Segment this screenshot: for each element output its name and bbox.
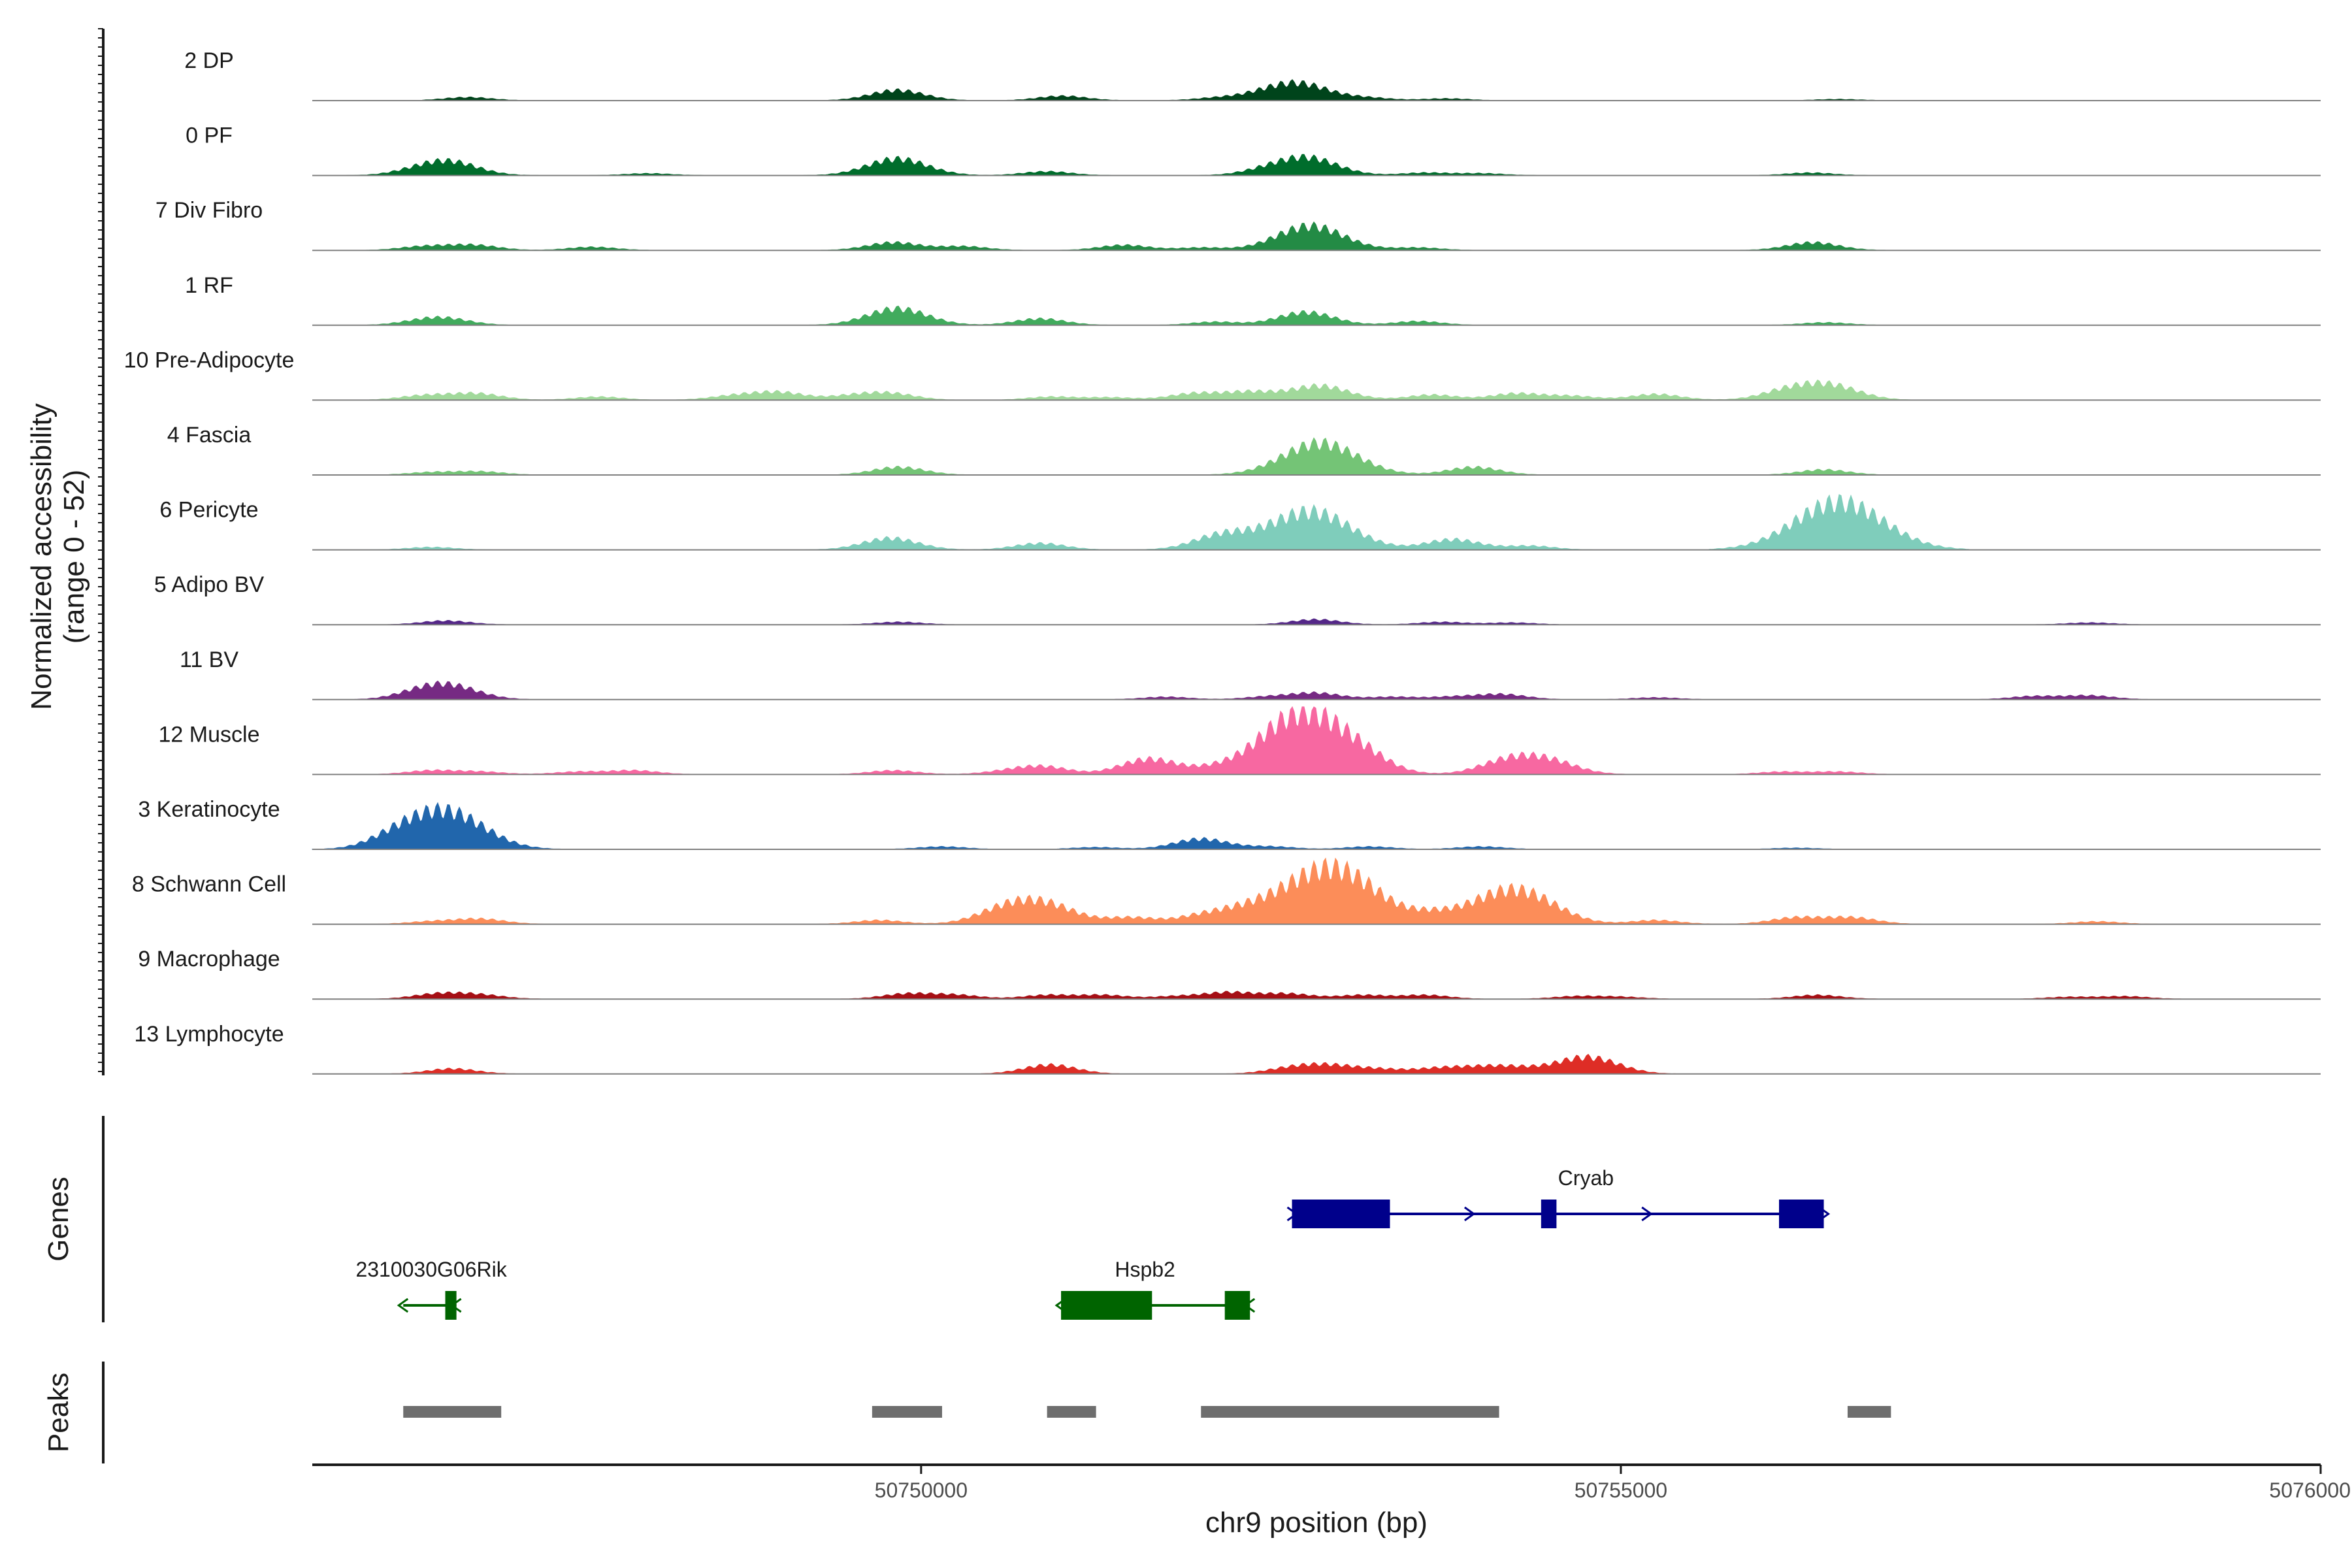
track-label: 10 Pre-Adipocyte xyxy=(124,348,295,372)
x-axis-title: chr9 position (bp) xyxy=(1205,1507,1428,1539)
gene-exon xyxy=(1061,1291,1152,1320)
track-label: 8 Schwann Cell xyxy=(132,872,286,897)
y-axis-title-line2: (range 0 - 52) xyxy=(58,470,90,644)
coverage-area xyxy=(312,802,2321,850)
peak-region xyxy=(872,1406,942,1418)
track-7-div-fibro: 7 Div Fibro xyxy=(155,198,2321,252)
gene-2310030g06rik: 2310030G06Rik xyxy=(355,1258,508,1320)
track-5-adipo-bv: 5 Adipo BV xyxy=(154,572,2321,626)
coverage-area xyxy=(312,1054,2321,1075)
gene-exon xyxy=(1778,1200,1824,1228)
track-label: 1 RF xyxy=(185,273,233,298)
strand-arrow xyxy=(1286,1206,1299,1222)
coverage-area xyxy=(312,305,2321,326)
coverage-area xyxy=(312,706,2321,775)
strand-arrow xyxy=(1243,1298,1256,1313)
peak-region xyxy=(1047,1406,1096,1418)
coverage-area xyxy=(312,494,2321,551)
genes-panel-label: Genes xyxy=(42,1177,74,1262)
coverage-area xyxy=(312,379,2321,400)
coverage-area xyxy=(312,437,2321,476)
track-1-rf: 1 RF xyxy=(185,273,2321,326)
track-label: 13 Lymphocyte xyxy=(134,1022,284,1047)
strand-arrow xyxy=(1463,1206,1476,1222)
coverage-area xyxy=(312,857,2321,925)
peaks-panel: Peaks xyxy=(42,1362,1891,1463)
genes-panel: Genes Cryab 2310030G06Rik Hspb2 xyxy=(42,1116,1831,1322)
track-2-dp: 2 DP xyxy=(184,48,2321,101)
peak-region xyxy=(403,1406,502,1418)
coverage-tracks: 2 DP 0 PF 7 Div Fibro 1 RF 10 Pre-Adipocyte 4… xyxy=(124,48,2321,1075)
track-3-keratinocyte: 3 Keratinocyte xyxy=(138,797,2321,850)
strand-arrow xyxy=(397,1298,409,1313)
track-0-pf: 0 PF xyxy=(186,123,2321,176)
x-tick-label: 50750000 xyxy=(875,1478,968,1502)
strand-arrow xyxy=(1818,1206,1831,1222)
track-label: 4 Fascia xyxy=(167,423,252,448)
gene-label: Hspb2 xyxy=(1115,1258,1175,1281)
peak-region xyxy=(1847,1406,1891,1418)
track-13-lymphocyte: 13 Lymphocyte xyxy=(134,1022,2321,1075)
track-6-pericyte: 6 Pericyte xyxy=(159,494,2321,551)
track-label: 7 Div Fibro xyxy=(155,198,263,223)
x-tick-label: 50755000 xyxy=(1575,1478,1667,1502)
track-label: 2 DP xyxy=(184,48,234,73)
track-label: 9 Macrophage xyxy=(138,947,280,972)
strand-arrow xyxy=(1641,1206,1653,1222)
peaks-panel-label: Peaks xyxy=(42,1373,74,1452)
track-4-fascia: 4 Fascia xyxy=(167,423,2321,476)
gene-cryab: Cryab xyxy=(1286,1166,1831,1228)
track-label: 11 BV xyxy=(180,647,238,672)
gene-label: 2310030G06Rik xyxy=(355,1258,507,1281)
track-label: 6 Pericyte xyxy=(159,498,258,523)
gene-hspb2: Hspb2 xyxy=(1054,1258,1256,1320)
coverage-area xyxy=(312,79,2321,101)
coverage-area xyxy=(312,680,2321,700)
x-tick-label: 5076000 xyxy=(2269,1478,2351,1502)
gene-exon xyxy=(1541,1200,1557,1228)
coverage-area xyxy=(312,618,2321,625)
track-8-schwann-cell: 8 Schwann Cell xyxy=(132,857,2321,925)
gene-label: Cryab xyxy=(1558,1166,1614,1190)
y-axis-ruler xyxy=(98,28,105,1075)
coverage-area xyxy=(312,221,2321,251)
peak-region xyxy=(1201,1406,1499,1418)
gene-exon xyxy=(1292,1200,1390,1228)
track-label: 12 Muscle xyxy=(159,722,260,747)
track-label: 0 PF xyxy=(186,123,233,148)
strand-arrow xyxy=(450,1298,462,1313)
track-10-pre-adipocyte: 10 Pre-Adipocyte xyxy=(124,348,2321,401)
y-axis-title-line1: Normalized accessibility xyxy=(25,403,57,710)
track-9-macrophage: 9 Macrophage xyxy=(138,947,2321,1000)
x-axis: chr9 position (bp) 50750000 50755000 50760… xyxy=(312,1463,2351,1539)
track-11-bv: 11 BV xyxy=(180,647,2321,700)
track-12-muscle: 12 Muscle xyxy=(159,706,2321,776)
coverage-area xyxy=(312,990,2321,1000)
strand-arrow xyxy=(1054,1298,1066,1313)
track-label: 3 Keratinocyte xyxy=(138,797,280,822)
y-axis-title: Normalized accessibility (range 0 - 52) xyxy=(25,403,90,710)
coverage-area xyxy=(312,154,2321,176)
track-label: 5 Adipo BV xyxy=(154,572,265,597)
